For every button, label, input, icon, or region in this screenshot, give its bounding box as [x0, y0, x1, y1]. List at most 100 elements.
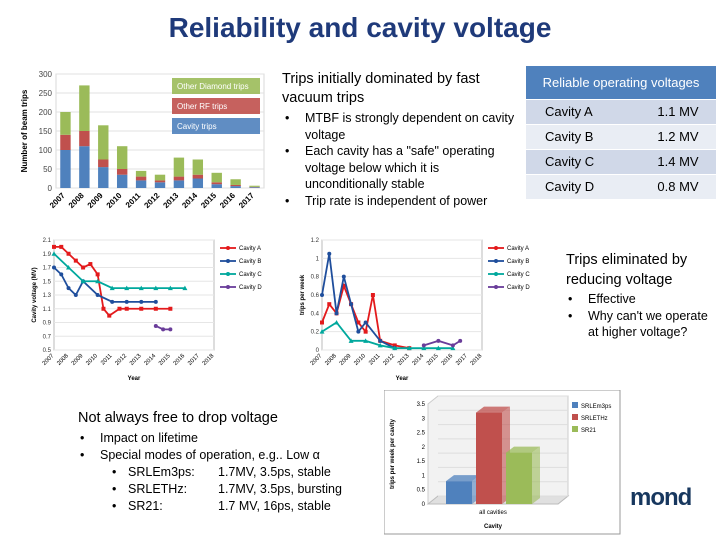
bar-segment [154, 180, 166, 183]
bar-segment [192, 178, 204, 188]
x-tick-label: 2018 [202, 353, 216, 367]
bar-segment [98, 159, 109, 168]
x-tick-label: 2009 [71, 353, 85, 367]
legend-label: Cavity D [239, 285, 262, 291]
y-tick-label: 0.6 [311, 293, 320, 299]
legend-label: Cavity C [507, 272, 530, 278]
y-tick-label: 2.5 [417, 431, 426, 437]
legend-swatch [172, 118, 260, 134]
data-point [153, 285, 159, 291]
x-tick-label: 2017 [237, 191, 256, 210]
data-point [436, 338, 441, 343]
cavity-voltage: 1.2 MV [657, 129, 699, 144]
mode-value: 1.7MV, 3.5ps, stable [218, 465, 331, 479]
x-tick-label: 2013 [129, 353, 143, 367]
series-line [321, 321, 453, 350]
intro-text: Trips initially dominated by fast vacuum… [282, 71, 480, 106]
x-tick-label: 2013 [397, 353, 411, 367]
legend-marker [494, 272, 498, 276]
legend-swatch [172, 98, 260, 114]
page-title: Reliability and cavity voltage [168, 12, 552, 43]
eliminated-bullets: Effective Why can't we operate at higher… [566, 291, 716, 341]
bar-segment [98, 125, 109, 160]
data-point [73, 293, 78, 297]
bar-segment [230, 184, 241, 187]
low-alpha-trips-chart: 0 0.5 1 1.5 2 2.5 3 3.5 trips per week per cavit… [384, 390, 621, 535]
data-point [138, 285, 144, 291]
data-point [153, 299, 158, 304]
cavity-name: Cavity A [545, 104, 593, 119]
legend-marker [226, 285, 230, 289]
x-tick-label: 2007 [310, 353, 324, 367]
legend-marker [494, 259, 498, 263]
x-tick-label: 2015 [158, 353, 172, 367]
data-point [124, 285, 130, 291]
data-point [363, 338, 369, 343]
bullet-item: Special modes of operation, e.g.. Low α [78, 447, 388, 464]
y-tick-label: 0.4 [311, 311, 320, 317]
x-tick-label: 2014 [412, 353, 426, 367]
data-point [320, 293, 324, 297]
data-point [349, 302, 354, 307]
x-tick-label: 2007 [48, 191, 67, 210]
x-tick-label: 2010 [353, 353, 367, 367]
table-row: Cavity D 0.8 MV [526, 175, 716, 199]
data-point [363, 329, 368, 334]
bar-segment [230, 186, 241, 188]
data-point [363, 320, 368, 325]
mode-item: SRLETHz: 1.7MV, 3.5ps, bursting [78, 481, 388, 498]
bar-segment [79, 146, 90, 188]
data-point [168, 306, 173, 311]
cavity-voltage: 1.1 MV [657, 104, 699, 119]
cavity-name: Cavity C [545, 154, 595, 169]
bar-segment [116, 174, 128, 188]
bar-segment [79, 131, 90, 147]
data-point [406, 345, 412, 351]
data-point [370, 293, 375, 297]
x-tick-label: 2010 [85, 353, 99, 367]
x-tick-label: 2012 [382, 353, 396, 367]
data-point [139, 306, 144, 311]
mode-item: SR21: 1.7 MV, 16ps, stable [78, 498, 388, 515]
y-tick-label: 1.5 [417, 459, 426, 465]
y-tick-label: 1.3 [43, 293, 52, 299]
legend-label: Other Diamond trips [177, 82, 249, 91]
data-point [319, 329, 325, 334]
cavity-name: Cavity B [545, 129, 594, 144]
data-point [320, 320, 324, 325]
data-point [66, 286, 71, 291]
y-tick-label: 0 [48, 184, 53, 193]
legend-label: Cavity B [507, 259, 529, 265]
data-point [356, 329, 361, 334]
y-tick-label: 100 [39, 146, 53, 155]
mtbf-bullets: MTBF is strongly dependent on cavity vol… [283, 110, 523, 209]
y-tick-label: 0.9 [43, 321, 52, 327]
data-point [52, 265, 56, 270]
data-point [95, 272, 100, 277]
bar-segment [60, 112, 71, 135]
x-tick-label: 2017 [187, 353, 201, 367]
x-tick-label: 2014 [180, 191, 199, 210]
bar-segment [154, 174, 166, 181]
data-point [341, 283, 346, 288]
legend-swatch [572, 426, 578, 432]
bar-segment [211, 182, 222, 185]
y-tick-label: 2.1 [43, 238, 52, 244]
data-point [110, 299, 115, 304]
x-tick-label: 2008 [324, 353, 338, 367]
series-line [423, 339, 461, 347]
bar-segment [98, 167, 109, 188]
bullet-item: Effective [566, 291, 716, 308]
data-point [107, 313, 112, 318]
legend-marker [494, 285, 498, 289]
table-row: Cavity B 1.2 MV [526, 125, 716, 149]
bar [446, 481, 472, 504]
bar-segment [135, 176, 147, 181]
x-tick-label: 2015 [426, 353, 440, 367]
data-point [81, 265, 86, 270]
x-tick-label: 2017 [455, 353, 469, 367]
bullet-item: Impact on lifetime [78, 430, 388, 447]
legend-marker [226, 272, 230, 276]
y-tick-label: 0.5 [417, 488, 426, 494]
